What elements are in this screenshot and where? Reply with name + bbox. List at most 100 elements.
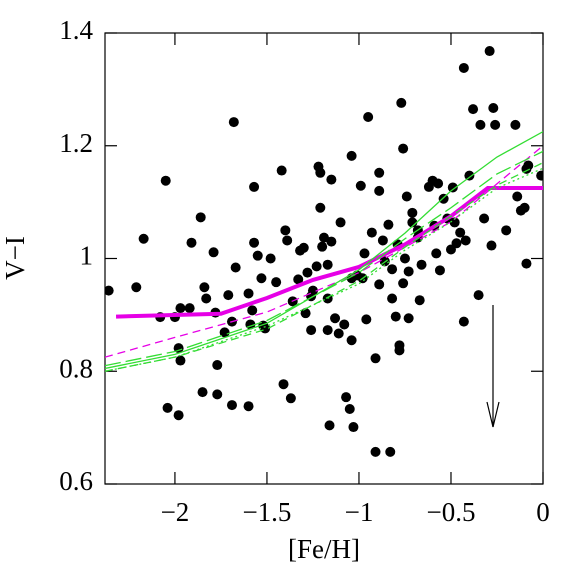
- data-point: [223, 290, 234, 301]
- data-point: [403, 266, 414, 277]
- data-point: [366, 227, 377, 238]
- data-point: [449, 217, 460, 228]
- data-point: [195, 212, 206, 223]
- data-point: [479, 213, 490, 224]
- data-point: [339, 319, 350, 330]
- data-point: [243, 288, 254, 299]
- data-point: [271, 277, 282, 288]
- data-point: [521, 258, 532, 269]
- data-point: [387, 264, 398, 275]
- data-point: [431, 248, 442, 259]
- y-tick-label: 1.2: [59, 128, 93, 158]
- data-point: [464, 170, 475, 181]
- data-point: [370, 446, 381, 457]
- data-point: [377, 235, 388, 246]
- data-point: [394, 345, 405, 356]
- data-point: [293, 274, 304, 285]
- data-point: [473, 290, 484, 301]
- data-point: [519, 202, 530, 213]
- data-point: [282, 235, 293, 246]
- data-point: [256, 273, 267, 284]
- data-point: [407, 207, 418, 218]
- data-point: [348, 422, 359, 433]
- data-line: [105, 150, 543, 367]
- x-tick-label: −1.5: [242, 497, 291, 527]
- data-point: [359, 248, 370, 259]
- data-point: [536, 170, 543, 181]
- data-point: [335, 217, 346, 228]
- data-point: [447, 182, 458, 193]
- data-point: [475, 119, 486, 130]
- x-tick-label: −0.5: [426, 497, 475, 527]
- data-point: [285, 393, 296, 404]
- data-point: [488, 102, 499, 113]
- data-point: [468, 104, 479, 115]
- data-point: [387, 293, 398, 304]
- data-point: [403, 313, 414, 324]
- data-point: [486, 240, 497, 251]
- data-line: [105, 162, 543, 372]
- data-point: [512, 191, 523, 202]
- data-point: [247, 305, 258, 316]
- data-point: [319, 232, 329, 243]
- data-point: [370, 353, 381, 364]
- data-point: [212, 389, 223, 400]
- data-point: [458, 316, 469, 327]
- x-tick-label: −1: [345, 497, 374, 527]
- data-point: [326, 174, 337, 185]
- data-point: [390, 311, 401, 322]
- data-point: [396, 97, 407, 108]
- data-point: [162, 402, 173, 413]
- data-point: [131, 282, 142, 293]
- data-point: [249, 181, 260, 192]
- data-point: [383, 219, 394, 230]
- data-point: [197, 387, 208, 398]
- y-axis-label: V−I: [0, 236, 30, 280]
- y-tick-label: 1: [80, 241, 94, 271]
- data-point: [346, 335, 357, 346]
- data-point: [433, 178, 444, 189]
- data-point: [298, 242, 309, 253]
- data-point: [173, 410, 184, 421]
- data-point: [458, 62, 469, 73]
- data-point: [355, 180, 366, 191]
- data-point: [346, 150, 357, 161]
- plot-area: [105, 46, 543, 457]
- data-point: [501, 225, 512, 236]
- data-point: [330, 313, 341, 324]
- data-point: [175, 303, 186, 314]
- data-point: [341, 392, 352, 403]
- data-point: [322, 259, 333, 270]
- y-tick-label: 0.8: [59, 353, 93, 383]
- data-point: [333, 328, 344, 339]
- data-point: [228, 117, 239, 128]
- data-point: [315, 202, 326, 213]
- data-point: [398, 143, 409, 154]
- data-point: [322, 325, 333, 336]
- data-point: [252, 250, 263, 261]
- y-tick-label: 0.6: [59, 466, 93, 496]
- data-point: [184, 303, 195, 314]
- data-point: [484, 46, 495, 57]
- arrow: [486, 305, 500, 428]
- data-point: [276, 165, 287, 176]
- data-line: [105, 131, 543, 370]
- data-point: [199, 282, 210, 293]
- data-point: [175, 355, 186, 366]
- data-point: [401, 191, 412, 202]
- data-point: [243, 401, 254, 412]
- data-point: [230, 262, 241, 273]
- data-point: [300, 308, 311, 319]
- data-point: [317, 241, 328, 252]
- data-point: [414, 295, 425, 306]
- data-point: [226, 400, 237, 411]
- data-point: [385, 446, 396, 457]
- data-point: [374, 167, 385, 178]
- data-point: [278, 379, 289, 390]
- data-point: [438, 193, 449, 204]
- data-point: [186, 237, 197, 248]
- data-line: [105, 145, 543, 358]
- data-point: [460, 235, 471, 246]
- data-point: [280, 225, 291, 236]
